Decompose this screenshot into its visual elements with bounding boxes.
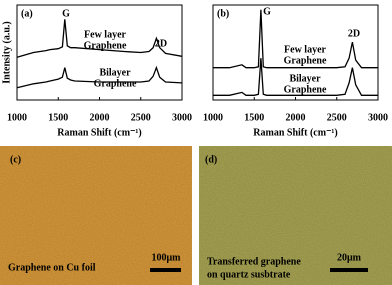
spectrum-line — [213, 9, 378, 69]
x-tick-label: 1500 — [48, 112, 68, 123]
series-label: Few layer — [284, 44, 326, 55]
x-axis-label: Raman Shift (cm⁻¹) — [253, 127, 337, 138]
spectrum-line — [16, 19, 183, 58]
series-label: Bilayer — [289, 73, 321, 84]
series-label: Bilayer — [99, 67, 131, 78]
x-tick-label: 1500 — [244, 112, 264, 123]
series-label: Graphene — [94, 78, 137, 89]
panel-label: (c) — [10, 154, 21, 165]
spectrum-line — [213, 58, 378, 96]
x-tick-label: 3000 — [172, 112, 192, 123]
peak-label: 2D — [155, 38, 167, 49]
x-axis-label: Raman Shift (cm⁻¹) — [57, 127, 141, 138]
y-axis-label: Intensity (a.u.) — [1, 21, 12, 84]
x-tick-label: 2000 — [90, 112, 110, 123]
panel-label: (a) — [21, 8, 33, 19]
image-caption: on quartz susbtrate — [207, 269, 291, 280]
spectrum-line — [16, 65, 183, 89]
x-tick-label: 2000 — [286, 112, 306, 123]
peak-label: 2D — [348, 28, 360, 39]
image-caption: Transferred graphene — [207, 256, 301, 267]
x-tick-label: 2500 — [131, 112, 151, 123]
peak-label: G — [62, 8, 70, 19]
x-tick-label: 2500 — [327, 112, 347, 123]
micrograph-texture — [199, 146, 392, 285]
x-tick-label: 1000 — [203, 112, 223, 123]
x-tick-label: 3000 — [368, 112, 388, 123]
x-tick-label: 1000 — [7, 112, 27, 123]
series-label: Graphene — [284, 55, 327, 66]
peak-label: G — [263, 6, 271, 17]
image-caption: Graphene on Cu foil — [8, 262, 96, 273]
micrograph-texture — [0, 146, 192, 285]
panel-label: (b) — [217, 8, 229, 19]
series-label: Graphene — [284, 84, 327, 95]
series-label: Few layer — [84, 29, 126, 40]
panel-label: (d) — [205, 154, 217, 165]
scale-bar-label: 20μm — [337, 252, 362, 263]
series-label: Graphene — [84, 40, 127, 51]
scale-bar-label: 100μm — [152, 252, 182, 263]
